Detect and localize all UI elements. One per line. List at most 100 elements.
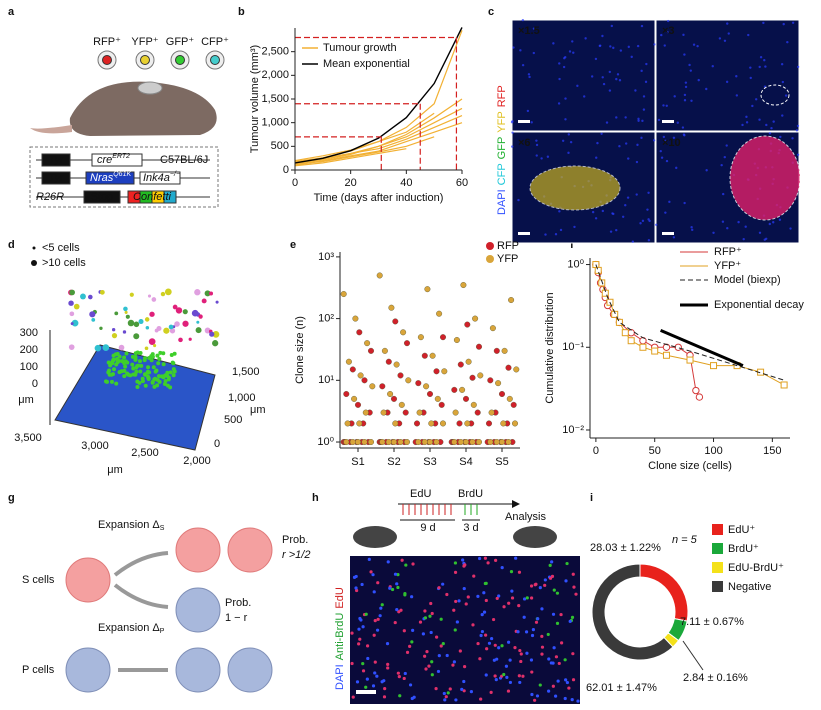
clone-point <box>393 361 400 368</box>
nucleus <box>755 98 758 101</box>
cell-dot <box>565 561 569 566</box>
cell-dot <box>393 572 398 576</box>
growth-line <box>294 136 435 165</box>
curve <box>595 264 700 398</box>
cell-dot <box>355 588 359 593</box>
gene-label: Confetti <box>133 191 171 203</box>
cell-dot <box>486 561 490 565</box>
cell-dot <box>472 574 476 578</box>
clone-point <box>344 420 351 427</box>
cell-dot <box>410 640 414 644</box>
clone-red <box>729 135 801 221</box>
clone-point <box>404 439 411 446</box>
cell-dot <box>441 642 445 646</box>
cell-cluster <box>120 359 125 364</box>
text-part: Expansion Δ <box>98 519 160 531</box>
clone-point <box>376 272 383 279</box>
cell-dot <box>504 664 509 668</box>
nucleus <box>544 233 547 236</box>
growth-line <box>294 107 463 165</box>
nucleus <box>723 155 726 159</box>
cell-dot <box>354 586 358 590</box>
cell-dot <box>386 560 390 564</box>
nucleus <box>721 192 725 196</box>
panel-label: c <box>488 6 494 18</box>
clone-dot <box>133 321 140 328</box>
cell-dot <box>522 615 526 619</box>
cell-dot <box>547 689 551 693</box>
text-part: S <box>160 525 165 532</box>
leader <box>682 640 704 671</box>
clone-dot <box>178 337 183 343</box>
cell-dot <box>493 643 497 647</box>
clone-dot <box>80 294 84 298</box>
prob-label: 1 − r <box>225 612 248 624</box>
nucleus <box>595 156 598 159</box>
cell-dot <box>452 608 456 612</box>
clone-point <box>380 409 387 416</box>
tumour <box>137 81 163 95</box>
clone-point <box>464 321 471 328</box>
s-cells-label: S cells <box>22 574 55 586</box>
cell-dot <box>364 612 368 616</box>
cell-dot <box>408 644 412 648</box>
cell-dot <box>376 617 380 621</box>
clone-dot <box>149 311 155 317</box>
nucleus <box>600 132 603 135</box>
clone-point <box>397 372 404 379</box>
clone-dot <box>124 310 128 314</box>
cell-dot <box>565 680 570 685</box>
y-axis-label: Cumulative distribution <box>544 292 556 403</box>
clone-point <box>487 377 494 384</box>
nucleus <box>741 123 744 127</box>
clone-point <box>499 390 506 397</box>
cell-cluster <box>111 372 116 377</box>
nucleus <box>720 163 723 167</box>
nucleus <box>624 204 627 207</box>
cell-dot <box>507 640 511 644</box>
cell-cluster <box>138 350 143 355</box>
nucleus <box>659 149 662 153</box>
nucleus <box>635 193 638 196</box>
nucleus <box>784 94 788 97</box>
nucleus <box>727 32 730 35</box>
nucleus <box>558 77 561 81</box>
cell-dot <box>518 680 522 685</box>
clone-point <box>472 315 479 322</box>
cell-cluster <box>142 358 147 363</box>
cell-dot <box>446 691 450 695</box>
cell-dot <box>361 625 365 629</box>
clone-point <box>441 368 448 375</box>
nucleus <box>690 99 693 102</box>
clone-point <box>476 439 483 446</box>
data-point <box>780 381 788 389</box>
clone-dot <box>68 300 74 306</box>
clone-point <box>352 315 359 322</box>
cell-dot <box>492 658 496 662</box>
cell-cluster <box>128 373 133 378</box>
clone-dot <box>111 328 116 332</box>
cell-dot <box>466 595 470 599</box>
gene-label: NrasQ61K <box>90 171 131 184</box>
nucleus <box>608 70 611 74</box>
cell-dot <box>530 692 534 697</box>
clone-point <box>486 420 493 427</box>
cell-dot <box>516 630 520 634</box>
cell-dot <box>469 690 474 694</box>
cell-dot <box>563 696 567 701</box>
z-tick-label: 300 <box>20 327 38 339</box>
nucleus <box>712 231 715 235</box>
clone-dot <box>172 304 178 310</box>
nucleus <box>779 135 782 139</box>
panel-label: d <box>8 239 15 251</box>
clone-point <box>385 358 392 365</box>
cell-dot <box>483 556 487 560</box>
clone-point <box>463 395 470 402</box>
cell-dot <box>552 646 556 650</box>
cell-cluster <box>135 379 140 384</box>
panel-label: f <box>570 239 574 251</box>
cell-dot <box>543 578 547 582</box>
nucleus <box>564 118 567 121</box>
nucleus <box>721 220 725 223</box>
y-tick-label: 500 <box>271 140 289 152</box>
